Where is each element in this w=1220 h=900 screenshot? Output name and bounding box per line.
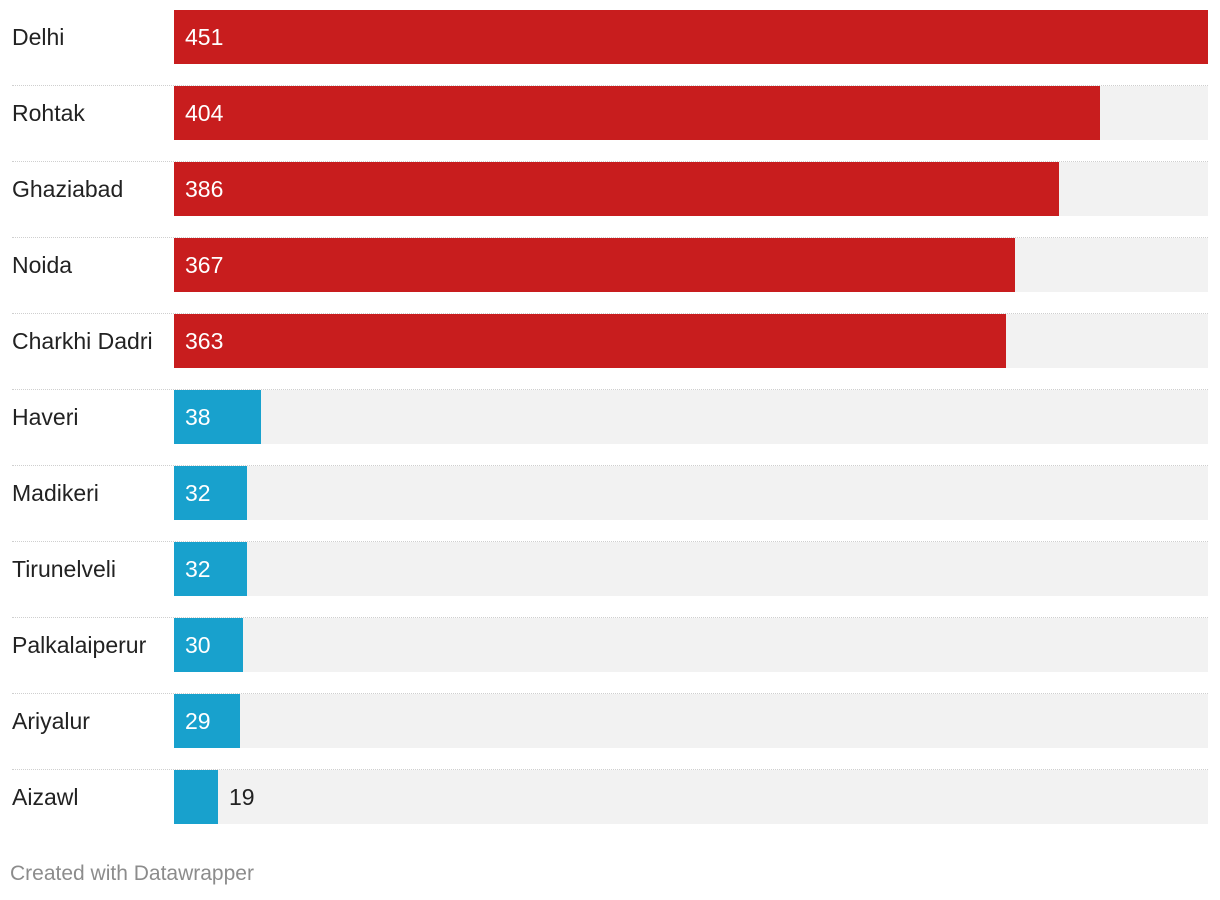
bar-track: 386 bbox=[174, 162, 1208, 216]
bar bbox=[174, 238, 1015, 292]
bar-track: 19 bbox=[174, 770, 1208, 824]
bar-track: 32 bbox=[174, 466, 1208, 520]
bar-row: Noida 367 bbox=[12, 238, 1208, 314]
bar-row: Rohtak 404 bbox=[12, 86, 1208, 162]
bar-chart: Delhi 451 Rohtak 404 Ghaziabad 386 Noida 367 Cha… bbox=[12, 10, 1208, 824]
bar-track: 38 bbox=[174, 390, 1208, 444]
bar bbox=[174, 542, 247, 596]
bar-row: Aizawl 19 bbox=[12, 770, 1208, 846]
category-label: Delhi bbox=[12, 24, 65, 50]
data-label: 30 bbox=[185, 632, 211, 658]
bar-row: Madikeri 32 bbox=[12, 466, 1208, 542]
category-label: Palkalaiperur bbox=[12, 632, 147, 658]
bar-row: Charkhi Dadri 363 bbox=[12, 314, 1208, 390]
bar-track: 29 bbox=[174, 694, 1208, 748]
category-label: Ghaziabad bbox=[12, 176, 124, 202]
data-label: 451 bbox=[185, 24, 224, 50]
data-label: 404 bbox=[185, 100, 224, 126]
category-label: Aizawl bbox=[12, 784, 79, 810]
bar bbox=[174, 10, 1208, 64]
bar bbox=[174, 390, 261, 444]
category-label: Madikeri bbox=[12, 480, 99, 506]
data-label: 19 bbox=[229, 784, 255, 810]
bar bbox=[174, 618, 243, 672]
data-label: 32 bbox=[185, 480, 211, 506]
data-label: 32 bbox=[185, 556, 211, 582]
category-label: Noida bbox=[12, 252, 73, 278]
bar-track: 451 bbox=[174, 10, 1208, 64]
bar-track: 30 bbox=[174, 618, 1208, 672]
data-label: 29 bbox=[185, 708, 211, 734]
bar bbox=[174, 466, 247, 520]
bar bbox=[174, 694, 240, 748]
category-label: Charkhi Dadri bbox=[12, 328, 153, 354]
bar bbox=[174, 314, 1006, 368]
bar-row: Tirunelveli 32 bbox=[12, 542, 1208, 618]
bar bbox=[174, 86, 1100, 140]
category-label: Tirunelveli bbox=[12, 556, 116, 582]
bar bbox=[174, 770, 218, 824]
footer-credit: Created with Datawrapper bbox=[10, 862, 254, 885]
bar-row: Ghaziabad 386 bbox=[12, 162, 1208, 238]
bar-row: Haveri 38 bbox=[12, 390, 1208, 466]
bar-row: Palkalaiperur 30 bbox=[12, 618, 1208, 694]
bar-track: 363 bbox=[174, 314, 1208, 368]
bar-track: 404 bbox=[174, 86, 1208, 140]
bar-row: Ariyalur 29 bbox=[12, 694, 1208, 770]
category-label: Haveri bbox=[12, 404, 79, 430]
category-label: Rohtak bbox=[12, 100, 85, 126]
data-label: 363 bbox=[185, 328, 224, 354]
bar bbox=[174, 162, 1059, 216]
bar-row: Delhi 451 bbox=[12, 10, 1208, 86]
bar-track: 32 bbox=[174, 542, 1208, 596]
data-label: 367 bbox=[185, 252, 224, 278]
data-label: 38 bbox=[185, 404, 211, 430]
data-label: 386 bbox=[185, 176, 224, 202]
category-label: Ariyalur bbox=[12, 708, 90, 734]
bar-track: 367 bbox=[174, 238, 1208, 292]
